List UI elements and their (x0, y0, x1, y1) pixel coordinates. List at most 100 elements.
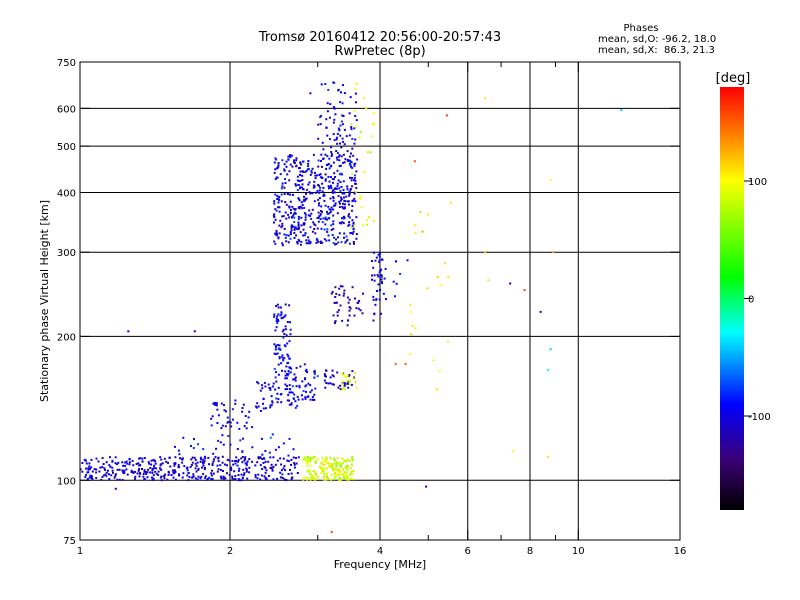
data-point (341, 102, 344, 105)
data-point (348, 176, 351, 179)
data-point (354, 179, 357, 182)
data-point (275, 320, 278, 323)
data-point (279, 219, 282, 222)
data-point (316, 239, 319, 241)
data-point (320, 205, 323, 208)
data-point (359, 195, 362, 198)
data-point (326, 218, 329, 221)
data-point (339, 388, 342, 391)
data-point (378, 255, 381, 258)
data-point (264, 450, 267, 452)
data-point (194, 477, 197, 480)
data-point (325, 163, 328, 166)
data-point (326, 228, 329, 231)
data-point (294, 406, 297, 409)
data-point (333, 191, 336, 194)
data-point (222, 443, 225, 446)
data-point (329, 165, 332, 168)
data-point (171, 469, 174, 472)
data-point (268, 387, 271, 389)
data-point (217, 468, 220, 471)
data-point (261, 458, 264, 460)
data-point (281, 244, 284, 247)
data-point (299, 231, 302, 234)
data-point (147, 468, 149, 471)
data-point (306, 464, 309, 467)
data-point (311, 457, 314, 460)
data-point (190, 445, 192, 447)
data-point (350, 165, 353, 168)
data-point (343, 143, 346, 146)
data-point (321, 221, 324, 224)
data-point (326, 467, 329, 470)
data-point (152, 458, 155, 461)
data-point (284, 370, 287, 373)
data-point (289, 231, 292, 234)
data-point (351, 456, 354, 459)
data-point (313, 200, 316, 203)
data-point (318, 215, 321, 218)
data-point (274, 157, 277, 160)
data-point (343, 199, 346, 202)
data-point (298, 199, 301, 202)
data-point (200, 475, 203, 478)
data-point (321, 165, 323, 168)
data-point (277, 398, 280, 401)
data-point (287, 234, 290, 237)
data-point (347, 465, 349, 468)
data-point (271, 469, 274, 472)
data-point (315, 473, 318, 476)
data-point (84, 474, 87, 477)
data-point (341, 457, 344, 460)
data-point (322, 157, 325, 160)
data-point (263, 457, 266, 460)
data-point (108, 478, 111, 480)
data-point (186, 466, 189, 469)
data-point (347, 386, 350, 389)
data-point (346, 324, 349, 327)
data-point (201, 466, 203, 469)
data-point (323, 478, 326, 481)
data-point (293, 373, 296, 376)
data-point (219, 464, 222, 467)
data-point (260, 437, 263, 440)
data-point (312, 186, 315, 189)
data-point (87, 468, 90, 471)
data-point (237, 459, 240, 461)
data-point (212, 472, 215, 475)
data-point (273, 216, 276, 218)
data-point (337, 155, 340, 158)
data-point (309, 192, 312, 195)
data-point (216, 422, 219, 424)
data-point (318, 202, 320, 205)
data-point (380, 268, 383, 271)
data-point (306, 456, 309, 459)
data-point (322, 186, 325, 189)
data-point (121, 461, 124, 464)
y-axis-label: Stationary phase Virtual Height [km] (38, 200, 51, 402)
data-point (93, 468, 96, 471)
data-point (305, 459, 307, 462)
data-point (300, 186, 303, 189)
data-point (279, 173, 282, 176)
data-point (207, 456, 210, 459)
data-point (281, 476, 284, 479)
data-point (273, 315, 276, 318)
data-point (141, 457, 144, 460)
data-point (334, 296, 337, 298)
data-point (293, 216, 296, 219)
data-point (177, 449, 180, 452)
data-point (271, 433, 274, 436)
data-point (332, 133, 335, 136)
data-point (294, 208, 297, 211)
data-point (277, 363, 280, 366)
data-point (345, 375, 348, 378)
data-point (324, 216, 327, 219)
data-point (288, 437, 291, 440)
data-point (324, 204, 327, 207)
data-point (306, 462, 309, 465)
data-point (150, 463, 153, 466)
data-point (394, 295, 396, 298)
data-point (373, 220, 375, 223)
data-point (341, 373, 344, 376)
